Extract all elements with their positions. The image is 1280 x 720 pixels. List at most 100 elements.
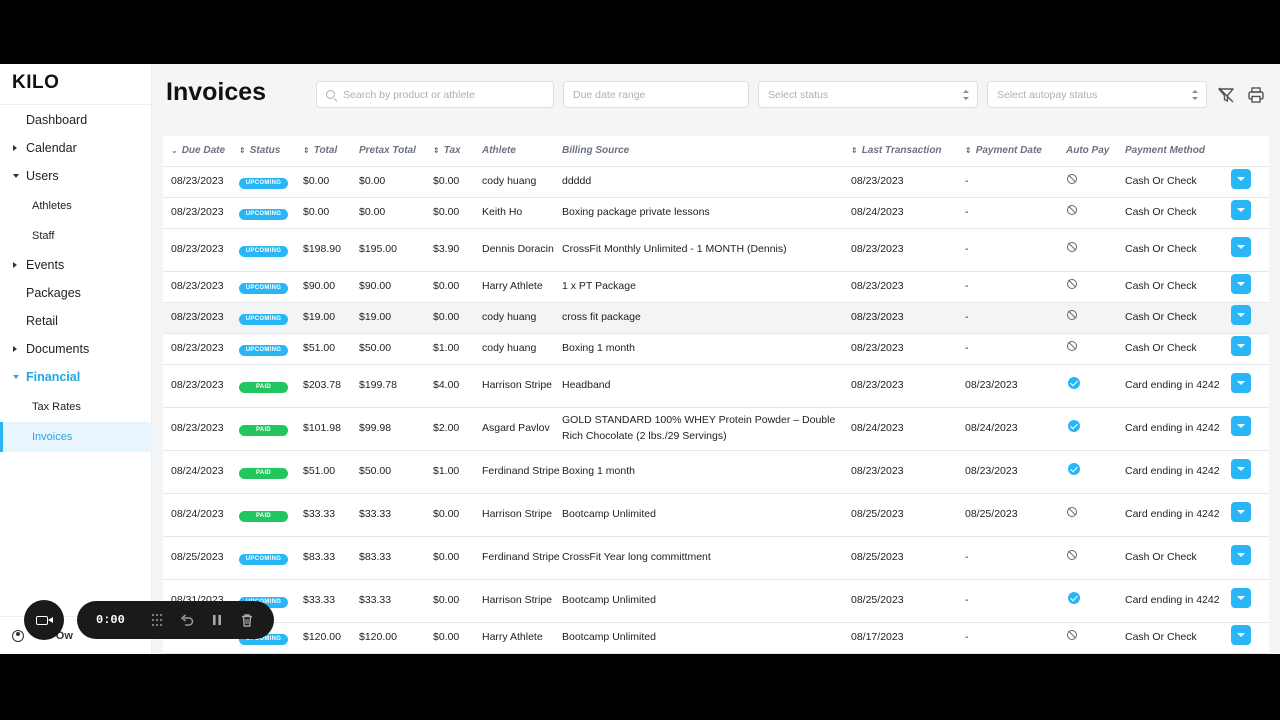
- row-actions-dropdown-button[interactable]: [1231, 199, 1251, 220]
- table-row[interactable]: 08/23/2023 UPCOMING $0.00 $0.00 $0.00 cody hu…: [163, 166, 1269, 198]
- table-row[interactable]: 08/24/2023 PAID $51.00 $50.00 $1.00 Ferdinand…: [163, 450, 1269, 494]
- sidebar-item-label: Tax Rates: [32, 400, 81, 413]
- pretax-total-cell: $33.33: [359, 493, 433, 537]
- table-row[interactable]: 08/23/2023 UPCOMING $198.90 $195.00 $3.90 Den…: [163, 228, 1269, 272]
- sidebar-item-label: Staff: [32, 229, 55, 242]
- print-icon[interactable]: [1246, 85, 1266, 105]
- trash-icon[interactable]: [239, 612, 255, 628]
- total-cell: $19.00: [303, 302, 359, 334]
- row-actions-dropdown-button[interactable]: [1231, 544, 1251, 565]
- table-row[interactable]: UPCOMING $120.00 $120.00 $0.00 Harry Athlete…: [163, 622, 1269, 654]
- sidebar-item-tax-rates[interactable]: Tax Rates: [0, 392, 152, 422]
- billing-source-cell: CrossFit Monthly Unlimited - 1 MONTH (De…: [562, 228, 851, 272]
- column-header-billing-source[interactable]: Billing Source: [562, 136, 851, 167]
- sidebar-item-financial[interactable]: Financial: [0, 363, 152, 391]
- row-actions-dropdown-button[interactable]: [1231, 624, 1251, 645]
- row-actions-dropdown-button[interactable]: [1231, 587, 1251, 608]
- pretax-total-cell: $33.33: [359, 579, 433, 623]
- sidebar-item-dashboard[interactable]: Dashboard: [0, 106, 152, 134]
- column-header-last-transaction[interactable]: ⇕ Last Transaction: [851, 136, 965, 167]
- sidebar-item-athletes[interactable]: Athletes: [0, 191, 152, 221]
- search-icon: [326, 90, 335, 99]
- drag-handle-icon[interactable]: [149, 612, 165, 628]
- tax-cell: $0.00: [433, 271, 482, 303]
- row-actions-dropdown-button[interactable]: [1231, 372, 1251, 393]
- tax-cell: $0.00: [433, 197, 482, 229]
- sidebar-item-documents[interactable]: Documents: [0, 335, 152, 363]
- row-actions-dropdown-button[interactable]: [1231, 236, 1251, 257]
- table-row[interactable]: 08/23/2023 UPCOMING $90.00 $90.00 $0.00 Harry…: [163, 271, 1269, 303]
- column-header-payment-date[interactable]: ⇕ Payment Date: [965, 136, 1066, 167]
- column-header-label: Payment Date: [975, 145, 1042, 157]
- sidebar-item-invoices[interactable]: Invoices: [0, 421, 152, 452]
- sidebar-item-packages[interactable]: Packages: [0, 279, 152, 307]
- status-select[interactable]: Select status: [758, 81, 978, 108]
- sort-updown-icon: ⇕: [433, 146, 440, 156]
- table-row[interactable]: 08/24/2023 PAID $33.33 $33.33 $0.00 Harrison …: [163, 493, 1269, 537]
- column-header-tax[interactable]: ⇕ Tax: [433, 136, 482, 167]
- table-row[interactable]: 08/23/2023 UPCOMING $51.00 $50.00 $1.00 cody …: [163, 333, 1269, 365]
- sidebar-item-label: Dashboard: [26, 113, 88, 128]
- tax-cell: $1.00: [433, 333, 482, 365]
- sidebar-item-label: Users: [26, 169, 59, 184]
- table-row[interactable]: 08/23/2023 PAID $203.78 $199.78 $4.00 Harriso…: [163, 364, 1269, 408]
- payment-method-cell: Card ending in 4242: [1125, 450, 1231, 494]
- status-badge: UPCOMING: [239, 177, 288, 189]
- autopay-status-select[interactable]: Select autopay status: [987, 81, 1207, 108]
- column-header-due-date[interactable]: ⌄ Due Date: [163, 136, 239, 167]
- row-actions-dropdown-button[interactable]: [1231, 168, 1251, 189]
- billing-source-cell: 1 x PT Package: [562, 271, 851, 303]
- billing-source-cell: Boxing package private lessons: [562, 197, 851, 229]
- row-actions-dropdown-button[interactable]: [1231, 501, 1251, 522]
- row-actions-dropdown-button[interactable]: [1231, 304, 1251, 325]
- total-cell: $0.00: [303, 197, 359, 229]
- table-row[interactable]: 08/23/2023 UPCOMING $0.00 $0.00 $0.00 Keith H…: [163, 197, 1269, 229]
- table-row[interactable]: 08/31/2023 UPCOMING $33.33 $33.33 $0.00 Harri…: [163, 579, 1269, 623]
- payment-date-cell: 08/23/2023: [965, 450, 1066, 494]
- column-header-total[interactable]: ⇕ Total: [303, 136, 359, 167]
- search-input[interactable]: Search by product or athlete: [316, 81, 554, 108]
- sidebar-item-retail[interactable]: Retail: [0, 307, 152, 335]
- total-cell: $33.33: [303, 493, 359, 537]
- sort-updown-icon: ⇕: [303, 146, 310, 156]
- status-cell: PAID: [239, 364, 303, 408]
- status-badge: UPCOMING: [239, 208, 288, 220]
- auto-pay-cell: [1066, 407, 1125, 451]
- sidebar-nav: Dashboard Calendar Users Athletes Staff Event…: [0, 106, 152, 452]
- column-header-pretax-total[interactable]: Pretax Total: [359, 136, 433, 167]
- sidebar-item-calendar[interactable]: Calendar: [0, 134, 152, 162]
- status-badge: PAID: [239, 381, 288, 393]
- table-row[interactable]: 08/25/2023 UPCOMING $83.33 $83.33 $0.00 Ferdi…: [163, 536, 1269, 580]
- column-header-payment-method[interactable]: Payment Method: [1125, 136, 1231, 167]
- pretax-total-cell: $19.00: [359, 302, 433, 334]
- column-header-auto-pay[interactable]: Auto Pay: [1066, 136, 1125, 167]
- sidebar-item-events[interactable]: Events: [0, 251, 152, 279]
- column-header-athlete[interactable]: Athlete: [482, 136, 562, 167]
- camera-toggle-button[interactable]: [24, 600, 64, 640]
- payment-method-cell: Card ending in 4242: [1125, 579, 1231, 623]
- table-row[interactable]: 08/23/2023 UPCOMING $19.00 $19.00 $0.00 cody …: [163, 302, 1269, 334]
- due-date-range-input[interactable]: Due date range: [563, 81, 749, 108]
- sidebar-item-label: Financial: [26, 370, 81, 385]
- clear-filter-icon[interactable]: [1216, 85, 1236, 105]
- column-header-label: Billing Source: [562, 145, 630, 157]
- pause-icon[interactable]: [209, 612, 225, 628]
- table-row[interactable]: 08/23/2023 PAID $101.98 $99.98 $2.00 Asgard P…: [163, 407, 1269, 451]
- sidebar-item-label: Documents: [26, 342, 90, 357]
- tax-cell: $0.00: [433, 302, 482, 334]
- sidebar-item-users[interactable]: Users: [0, 162, 152, 190]
- kilo-logo[interactable]: KILO: [12, 72, 59, 94]
- sidebar-item-staff[interactable]: Staff: [0, 221, 152, 251]
- row-actions-cell: [1231, 302, 1269, 334]
- row-actions-dropdown-button[interactable]: [1231, 415, 1251, 436]
- athlete-cell: Harrison Stripe: [482, 579, 562, 623]
- column-header-status[interactable]: ⇕ Status: [239, 136, 303, 167]
- autopay-on-check-icon: [1068, 462, 1080, 475]
- row-actions-cell: [1231, 271, 1269, 303]
- undo-icon[interactable]: [179, 612, 195, 628]
- last-transaction-cell: 08/24/2023: [851, 197, 965, 229]
- row-actions-dropdown-button[interactable]: [1231, 458, 1251, 479]
- status-cell: PAID: [239, 450, 303, 494]
- row-actions-dropdown-button[interactable]: [1231, 273, 1251, 294]
- row-actions-dropdown-button[interactable]: [1231, 335, 1251, 356]
